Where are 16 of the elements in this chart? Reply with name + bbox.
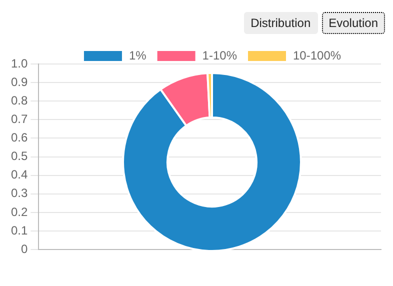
y-tick-label: 0 (20, 242, 28, 256)
text: Evolution (322, 12, 385, 34)
y-tick-label: 1.0 (10, 56, 28, 70)
legend-label: 1% (128, 48, 147, 62)
y-tick-label: 0.5 (10, 149, 28, 164)
y-tick-label: 0.8 (10, 93, 28, 108)
legend-label: 1-10% (202, 48, 238, 62)
y-tick-label: 0.4 (10, 168, 28, 182)
y-tick-label: 0.3 (10, 186, 28, 200)
text: Distribution (244, 12, 318, 34)
legend-label: 10-100% (293, 48, 342, 62)
y-tick-label: 0.7 (10, 112, 28, 126)
y-tick-label: 0.1 (10, 223, 28, 238)
y-tick-label: 0.9 (10, 74, 28, 89)
y-tick-label: 0.2 (10, 204, 28, 219)
y-tick-label: 0.6 (10, 130, 28, 145)
